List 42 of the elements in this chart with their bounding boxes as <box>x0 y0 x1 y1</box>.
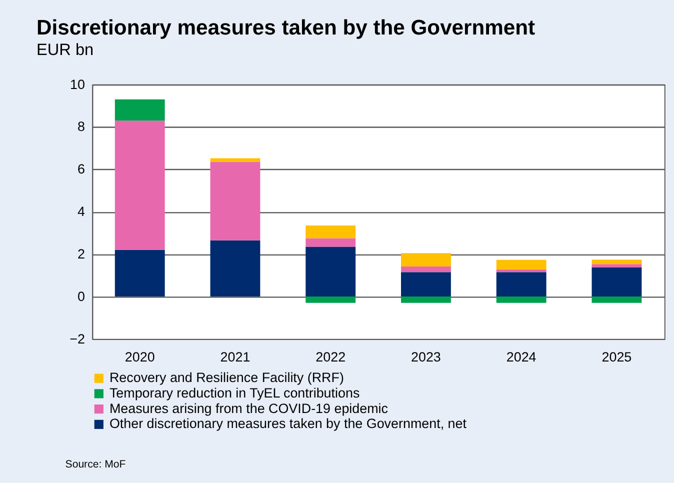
bar <box>306 246 356 297</box>
y-tick-label: 4 <box>77 204 86 220</box>
bar <box>306 226 356 238</box>
bar <box>210 162 260 240</box>
bar <box>210 240 260 297</box>
bar <box>210 158 260 162</box>
bar <box>496 272 546 297</box>
x-tick-label: 2020 <box>124 350 155 365</box>
x-tick-label: 2024 <box>506 350 537 365</box>
bar <box>306 238 356 247</box>
bar <box>496 269 546 272</box>
x-tick-label: 2025 <box>602 350 632 365</box>
bar <box>496 296 546 303</box>
legend-label: Temporary reduction in TyEL contributions <box>109 386 360 401</box>
bar <box>496 260 546 270</box>
bar <box>592 260 642 264</box>
y-tick-label: 0 <box>77 288 85 304</box>
bar <box>592 267 642 297</box>
bar <box>401 272 451 297</box>
x-tick-label: 2021 <box>220 350 250 365</box>
bar <box>592 264 642 268</box>
legend-label: Other discretionary measures taken by the Government, net <box>109 416 467 432</box>
x-tick-label: 2022 <box>316 350 346 365</box>
bar <box>592 296 642 303</box>
y-tick-label: 2 <box>77 246 85 262</box>
bar <box>114 99 165 121</box>
source-note: Source: MoF <box>65 458 126 471</box>
y-tick-label: 8 <box>77 119 85 134</box>
chart-subtitle: EUR bn <box>36 40 94 59</box>
chart-title: Discretionary measures taken by the Government <box>36 16 536 40</box>
bar <box>114 120 165 250</box>
y-tick-label: −2 <box>70 331 85 346</box>
bar <box>114 250 165 297</box>
bar <box>401 253 451 266</box>
bar <box>306 296 356 303</box>
y-tick-label: 6 <box>77 162 85 177</box>
bar <box>401 296 451 303</box>
y-tick-label: 10 <box>70 76 85 92</box>
x-tick-label: 2023 <box>411 350 441 365</box>
bar <box>401 266 451 272</box>
legend-label: Measures arising from the COVID-19 epidemic <box>109 400 388 416</box>
legend-label: Recovery and Resilience Facility (RRF) <box>109 370 344 386</box>
